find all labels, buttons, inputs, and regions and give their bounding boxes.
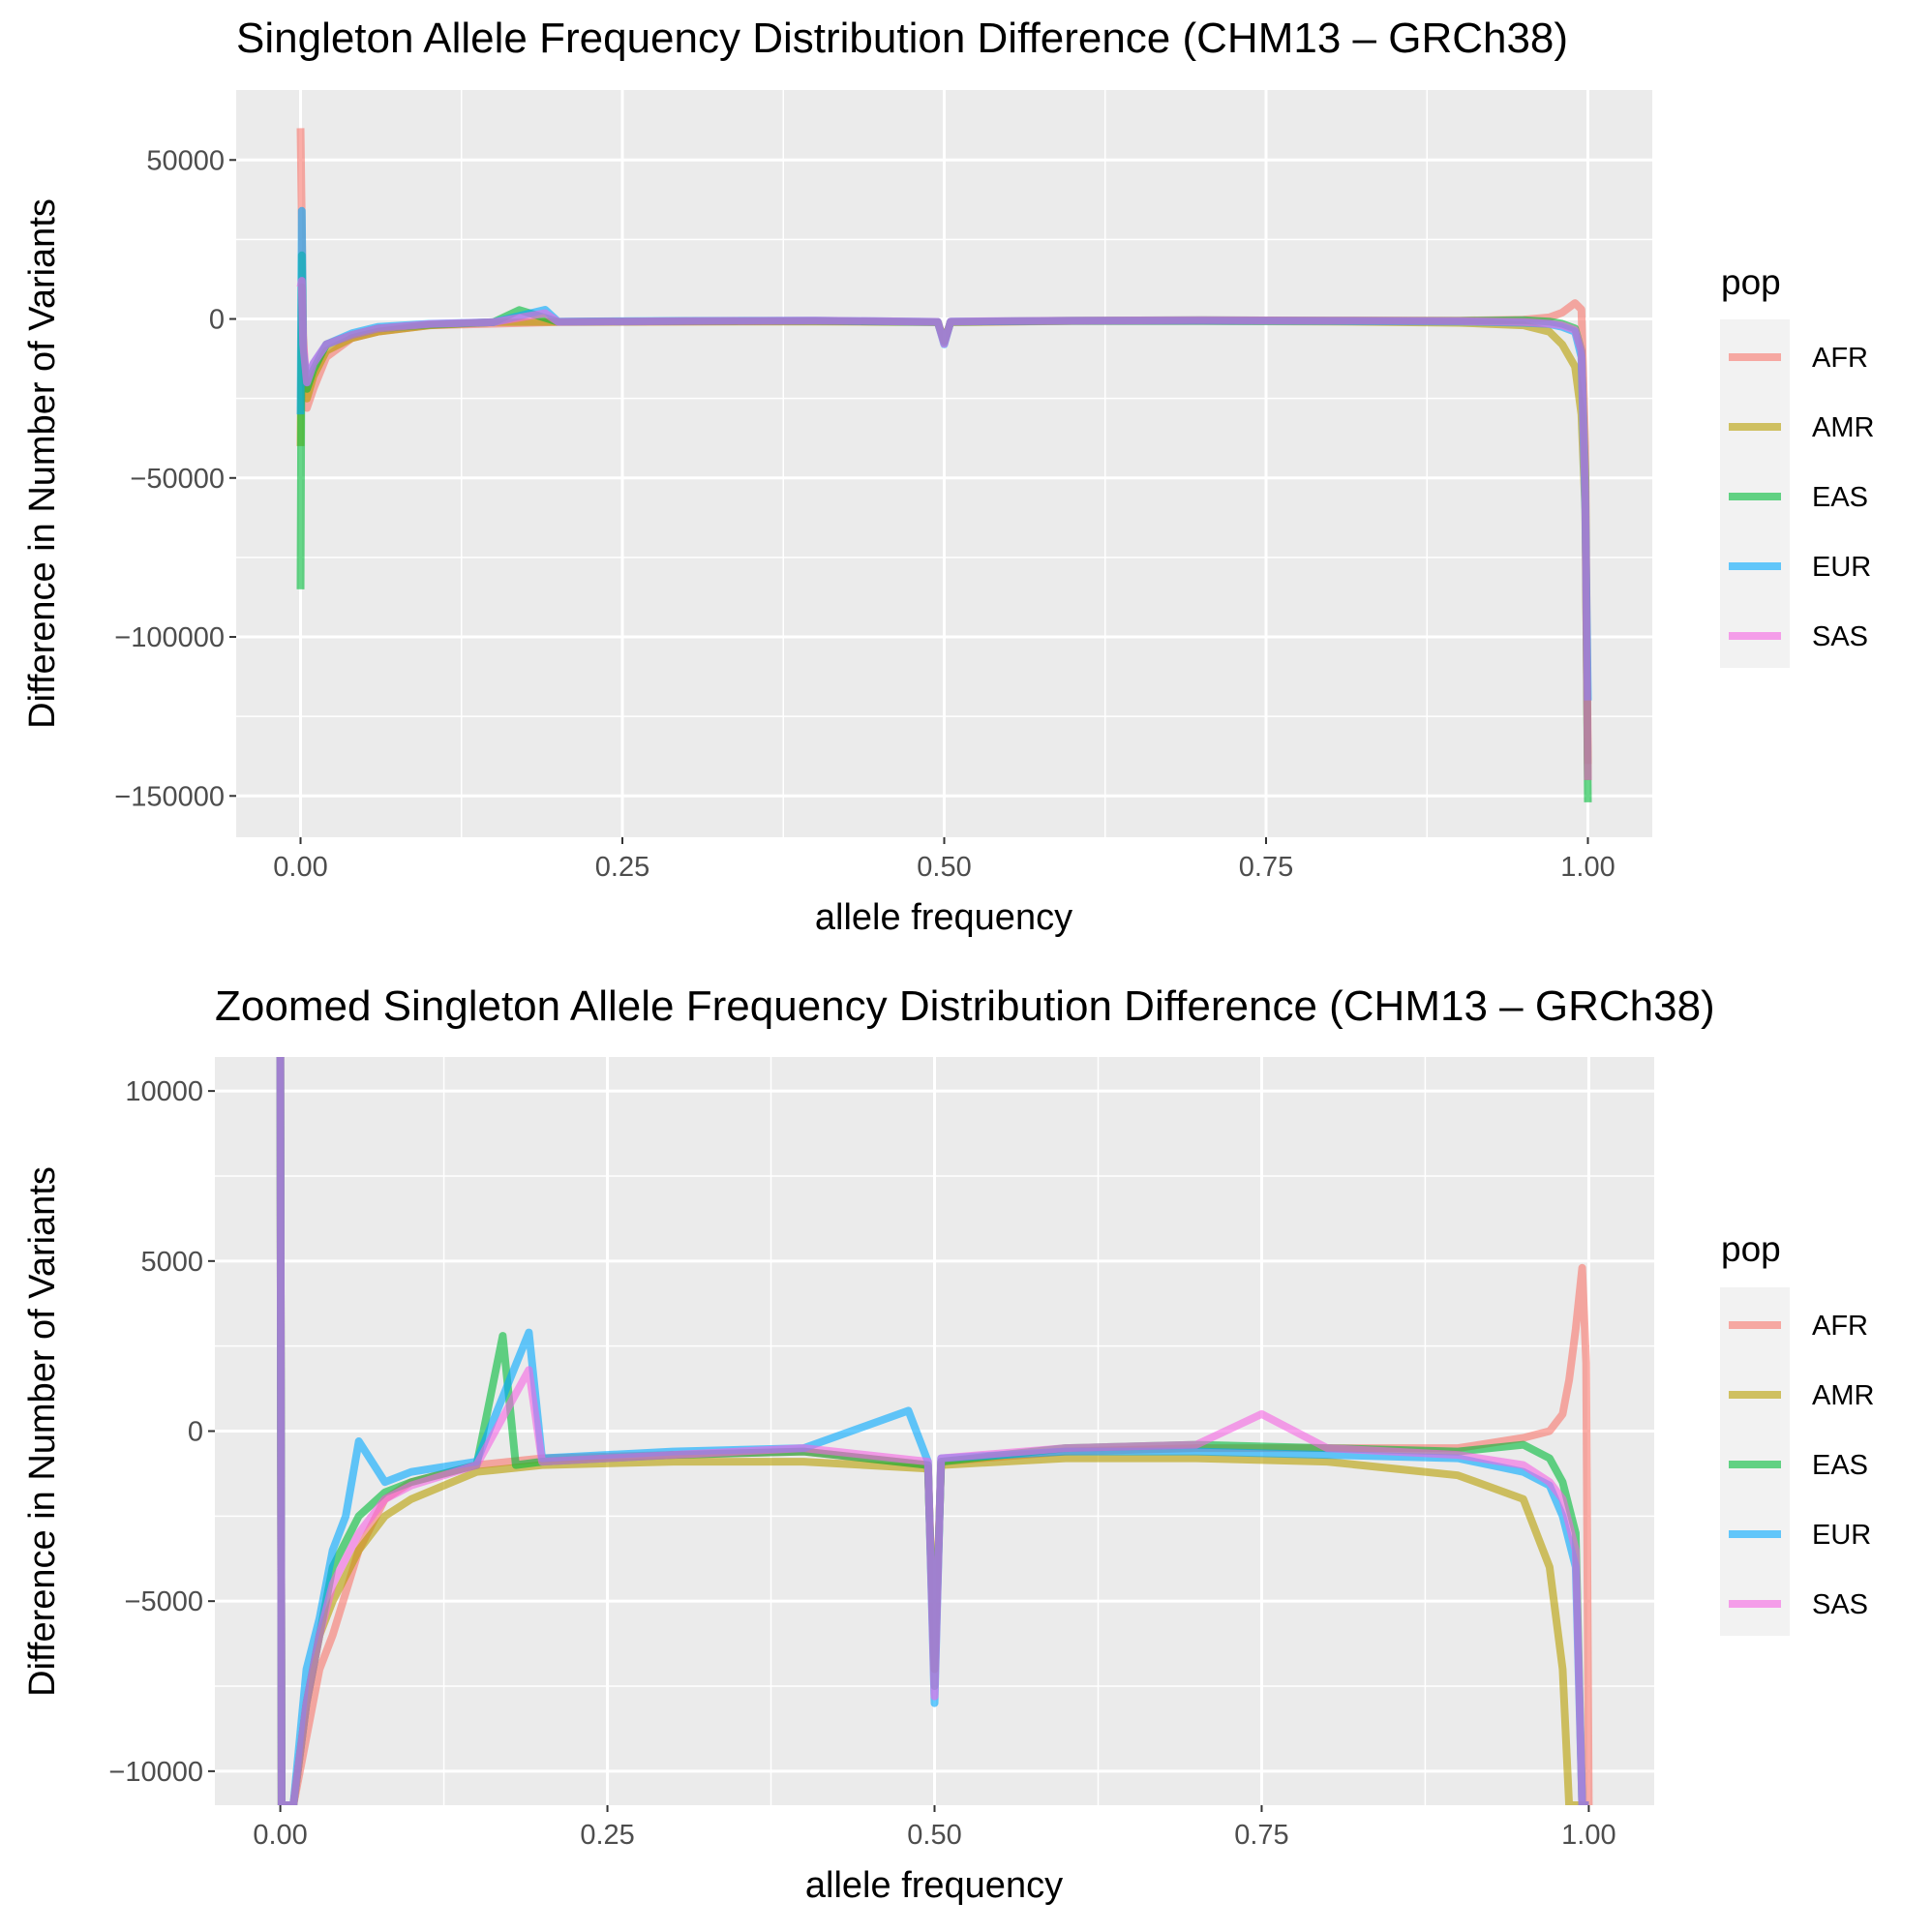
chart-bottom-legend-label-eur: EUR — [1812, 1520, 1871, 1551]
chart-top-ticks: 0.00 0.25 0.50 0.75 1.00 50000 0 −50000 −100000 −… — [114, 145, 1615, 883]
chart-bottom-legend-label-afr: AFR — [1812, 1311, 1868, 1342]
chart-top-legend-title: pop — [1721, 262, 1781, 302]
chart-top-y-axis-title: Difference in Number of Variants — [22, 198, 63, 729]
chart-bottom-x-tick-label: 0.00 — [253, 1820, 307, 1851]
chart-top-y-tick-label: −100000 — [114, 622, 225, 653]
chart-top-legend: pop AFR AMR EAS EUR SAS — [1720, 262, 1874, 668]
chart-bottom-legend-title: pop — [1721, 1229, 1781, 1269]
chart-top-x-tick-label: 0.25 — [595, 852, 649, 883]
chart-top-x-tick-label: 0.50 — [917, 852, 971, 883]
chart-top-title: Singleton Allele Frequency Distribution … — [236, 15, 1568, 62]
chart-top-y-tick-label: 0 — [209, 305, 225, 336]
chart-bottom-y-tick-label: −10000 — [108, 1757, 203, 1788]
chart-top-legend-label-afr: AFR — [1812, 343, 1868, 374]
chart-top-y-tick-label: −50000 — [130, 464, 225, 495]
chart-top-legend-label-eur: EUR — [1812, 552, 1871, 583]
chart-top-series — [296, 128, 1592, 802]
chart-bottom-legend-label-amr: AMR — [1812, 1380, 1874, 1411]
chart-bottom-y-axis-title: Difference in Number of Variants — [22, 1166, 63, 1697]
chart-top-x-tick-label: 0.75 — [1239, 852, 1293, 883]
chart-bottom-legend-label-eas: EAS — [1812, 1450, 1868, 1481]
chart-bottom-x-tick-label: 0.50 — [907, 1820, 961, 1851]
chart-bottom-ticks: 0.00 0.25 0.50 0.75 1.00 10000 5000 0 −5000 −1000… — [108, 1076, 1615, 1851]
chart-top-y-tick-label: 50000 — [146, 145, 225, 176]
chart-bottom-y-tick-label: 10000 — [125, 1076, 203, 1107]
chart-bottom-x-axis-title: allele frequency — [805, 1865, 1063, 1906]
chart-top: Singleton Allele Frequency Distribution … — [22, 15, 1874, 938]
chart-bottom: Zoomed Singleton Allele Frequency Distri… — [22, 982, 1874, 1906]
chart-bottom-x-tick-label: 0.25 — [580, 1820, 634, 1851]
chart-top-legend-label-amr: AMR — [1812, 412, 1874, 443]
chart-top-y-tick-label: −150000 — [114, 781, 225, 812]
chart-bottom-x-tick-label: 0.75 — [1234, 1820, 1288, 1851]
chart-top-legend-label-eas: EAS — [1812, 482, 1868, 513]
chart-bottom-legend: pop AFR AMR EAS EUR SAS — [1720, 1229, 1874, 1636]
chart-bottom-series — [276, 1057, 1593, 1805]
chart-top-x-tick-label: 1.00 — [1560, 852, 1615, 883]
chart-top-series-sas — [296, 277, 1592, 780]
chart-bottom-y-tick-label: −5000 — [125, 1586, 203, 1617]
chart-bottom-legend-label-sas: SAS — [1812, 1589, 1868, 1620]
chart-bottom-series-sas — [276, 1057, 1589, 1805]
chart-top-x-tick-label: 0.00 — [273, 852, 327, 883]
chart-bottom-title: Zoomed Singleton Allele Frequency Distri… — [215, 982, 1715, 1030]
chart-top-x-axis-title: allele frequency — [815, 897, 1072, 938]
chart-bottom-y-tick-label: 5000 — [140, 1247, 203, 1278]
chart-bottom-x-tick-label: 1.00 — [1561, 1820, 1615, 1851]
chart-bottom-y-tick-label: 0 — [188, 1417, 203, 1448]
chart-top-legend-label-sas: SAS — [1812, 621, 1868, 652]
